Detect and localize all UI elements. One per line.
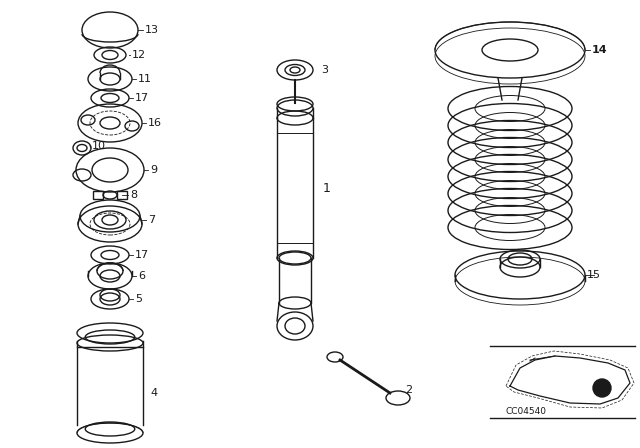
Text: 15: 15 [587,270,601,280]
Text: 8: 8 [130,190,137,200]
Text: 6: 6 [138,271,145,281]
Text: 11: 11 [138,74,152,84]
Text: 13: 13 [145,25,159,35]
Text: CC04540: CC04540 [505,408,546,417]
Text: 12: 12 [132,50,146,60]
Text: 4: 4 [150,388,157,398]
Text: 9: 9 [150,165,157,175]
Text: 16: 16 [148,118,162,128]
Text: 5: 5 [135,294,142,304]
Text: 1: 1 [323,181,331,194]
Text: 10: 10 [92,141,106,151]
Text: 2: 2 [405,385,412,395]
Text: 17: 17 [135,93,149,103]
Circle shape [593,379,611,397]
Text: 17: 17 [135,250,149,260]
Text: 14: 14 [592,45,607,55]
Text: 7: 7 [148,215,155,225]
Text: 3: 3 [321,65,328,75]
